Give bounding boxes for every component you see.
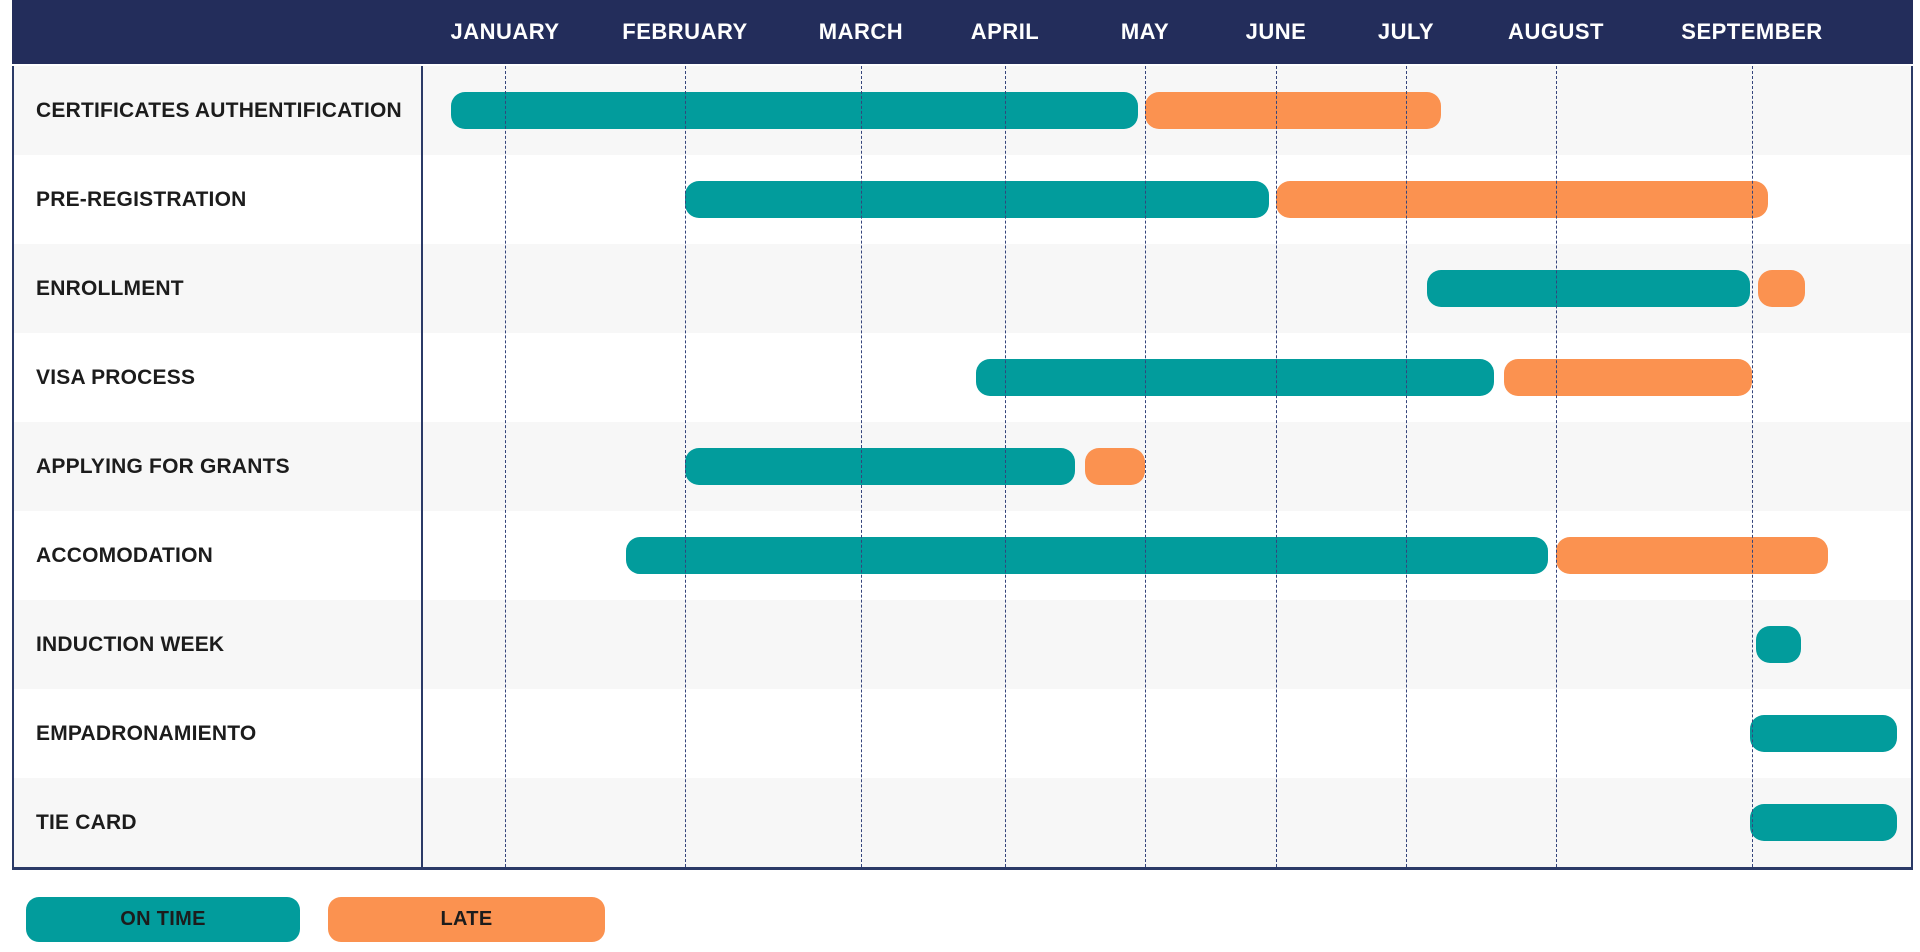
gantt-bar-on_time <box>685 448 1075 485</box>
label-column-divider <box>421 66 423 867</box>
gantt-bar-late <box>1276 181 1768 218</box>
month-label: MARCH <box>818 19 904 44</box>
gantt-bar-late <box>1556 537 1829 574</box>
gantt-bar-on_time <box>451 92 1138 129</box>
task-label: CERTIFICATES AUTHENTIFICATION <box>36 98 402 122</box>
gantt-bar-on_time <box>976 359 1495 396</box>
month-header-bar: JANUARY FEBRUARY MARCH APRIL MAY JUNE JULY AUGU… <box>12 0 1913 64</box>
gantt-bar-on_time <box>1755 626 1801 663</box>
task-row: ACCOMODATION <box>14 511 1911 600</box>
gantt-bar-on_time <box>1427 270 1751 307</box>
gantt-bar-on_time <box>685 181 1270 218</box>
task-row: TIE CARD <box>14 778 1911 867</box>
task-row: PRE-REGISTRATION <box>14 155 1911 244</box>
task-row: APPLYING FOR GRANTS <box>14 422 1911 511</box>
month-label: MAY <box>1120 19 1170 44</box>
task-label: INDUCTION WEEK <box>36 632 225 656</box>
gantt-bar-on_time <box>1750 804 1898 841</box>
task-row: ENROLLMENT <box>14 244 1911 333</box>
month-label: AUGUST <box>1508 19 1604 44</box>
task-row: EMPADRONAMIENTO <box>14 689 1911 778</box>
legend: ON TIME LATE <box>26 897 605 942</box>
month-label: JULY <box>1377 19 1435 44</box>
task-label: VISA PROCESS <box>36 365 196 389</box>
task-label: APPLYING FOR GRANTS <box>36 454 290 478</box>
legend-pill-on_time: ON TIME <box>26 897 300 942</box>
month-label: JUNE <box>1245 19 1307 44</box>
task-row: INDUCTION WEEK <box>14 600 1911 689</box>
legend-pill-late: LATE <box>328 897 605 942</box>
gantt-bar-late <box>1145 92 1441 129</box>
gantt-bar-late <box>1084 448 1145 485</box>
month-label: SEPTEMBER <box>1681 19 1823 44</box>
gantt-bar-on_time <box>1750 715 1898 752</box>
task-rows: CERTIFICATES AUTHENTIFICATION PRE-REGISTR… <box>14 66 1911 867</box>
task-row: CERTIFICATES AUTHENTIFICATION <box>14 66 1911 155</box>
task-row: VISA PROCESS <box>14 333 1911 422</box>
task-label: PRE-REGISTRATION <box>36 187 247 211</box>
task-label: ACCOMODATION <box>36 543 213 567</box>
gantt-bar-on_time <box>625 537 1549 574</box>
month-label: APRIL <box>970 19 1040 44</box>
task-label: TIE CARD <box>36 810 137 834</box>
task-label: ENROLLMENT <box>36 276 184 300</box>
month-label: FEBRUARY <box>622 19 748 44</box>
task-label: EMPADRONAMIENTO <box>36 721 257 745</box>
gantt-bar-late <box>1757 270 1805 307</box>
gantt-bar-late <box>1503 359 1752 396</box>
gantt-table: CERTIFICATES AUTHENTIFICATION PRE-REGISTR… <box>12 66 1913 870</box>
month-label: JANUARY <box>450 19 560 44</box>
